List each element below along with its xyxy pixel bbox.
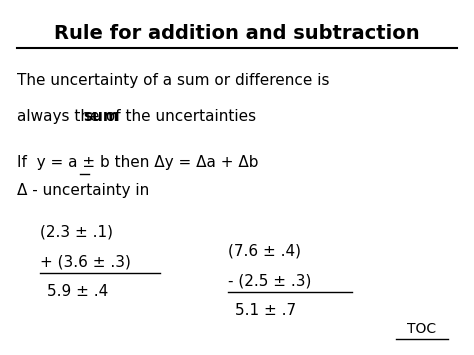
Text: TOC: TOC [408,322,437,337]
Text: + (3.6 ± .3): + (3.6 ± .3) [40,255,131,269]
Text: 5.1 ± .7: 5.1 ± .7 [235,303,296,318]
Text: (2.3 ± .1): (2.3 ± .1) [40,225,113,240]
Text: If  y = a ± b then Δy = Δa + Δb: If y = a ± b then Δy = Δa + Δb [17,155,258,170]
Text: of the uncertainties: of the uncertainties [101,109,256,124]
Text: Δ - uncertainty in: Δ - uncertainty in [17,183,149,198]
Text: The uncertainty of a sum or difference is: The uncertainty of a sum or difference i… [17,73,329,88]
Text: 5.9 ± .4: 5.9 ± .4 [47,284,109,299]
Text: sum: sum [83,109,118,124]
Text: always the: always the [17,109,104,124]
Text: Rule for addition and subtraction: Rule for addition and subtraction [54,24,420,43]
Text: (7.6 ± .4): (7.6 ± .4) [228,244,301,259]
Text: - (2.5 ± .3): - (2.5 ± .3) [228,274,311,289]
